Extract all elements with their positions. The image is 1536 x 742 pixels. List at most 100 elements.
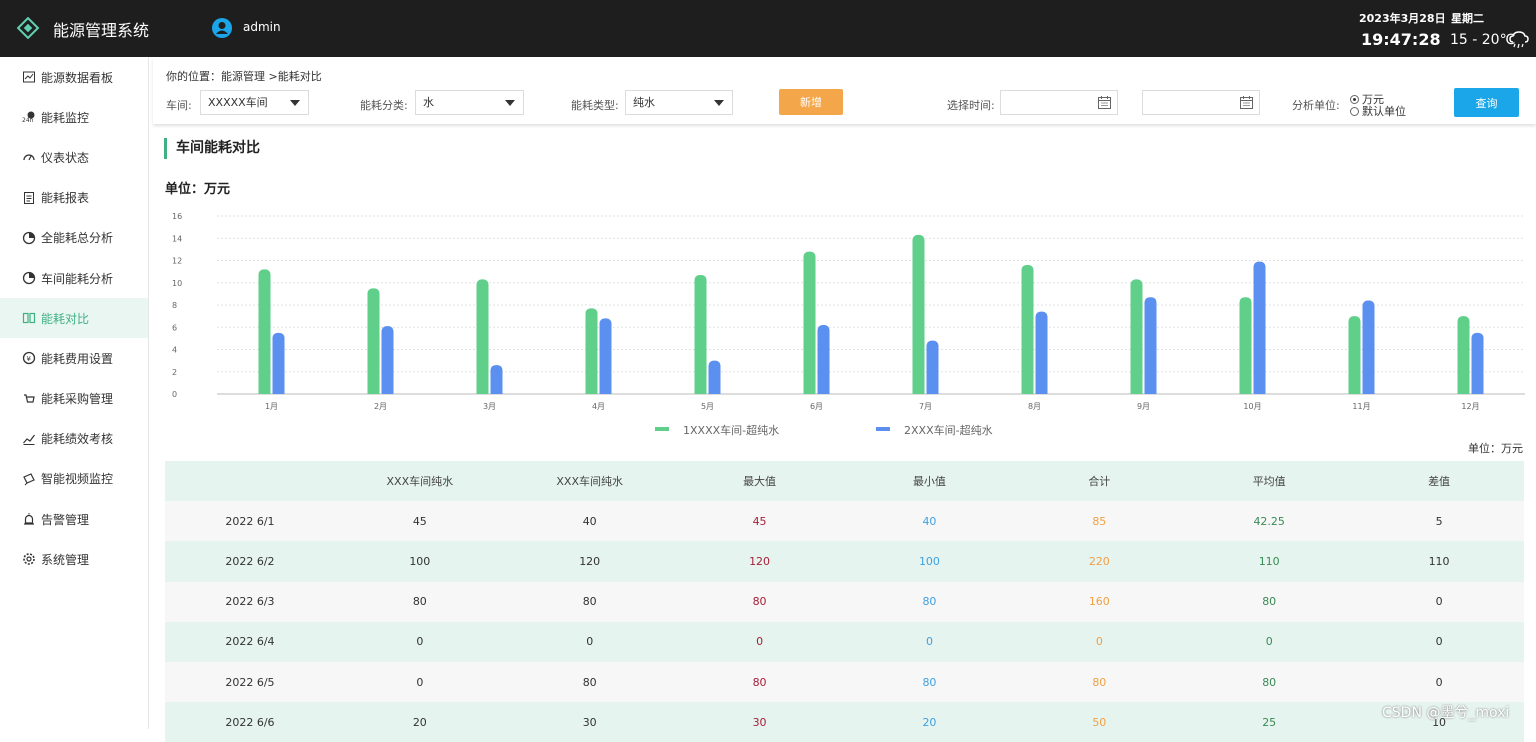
user-name[interactable]: admin — [243, 20, 281, 34]
radio-checked-icon[interactable] — [1350, 94, 1359, 104]
unit-label: 分析单位: — [1292, 99, 1340, 112]
table-cell: 120 — [749, 554, 771, 568]
table-cell: 100 — [918, 554, 940, 568]
breadcrumb: 你的位置：能源管理 >能耗对比 — [166, 70, 322, 83]
gear-icon — [22, 552, 36, 566]
bar-series-2-base — [1471, 337, 1484, 394]
unit-radio-wanyuan[interactable]: 万元 — [1350, 91, 1384, 107]
workshop-label: 车间: — [166, 99, 192, 112]
bar-series-1-base — [803, 256, 816, 394]
table-unit-label: 单位：万元 — [1468, 442, 1523, 455]
sidebar-item-3[interactable]: 能耗报表 — [0, 178, 148, 218]
sidebar-item-label: 能耗报表 — [41, 191, 90, 206]
chart-unit-title: 单位：万元 — [165, 182, 231, 197]
sidebar-item-0[interactable]: 能源数据看板 — [0, 57, 148, 97]
sidebar-item-4[interactable]: 全能耗总分析 — [0, 218, 148, 258]
camera-icon — [22, 472, 36, 486]
table-cell: 80 — [1262, 675, 1277, 689]
sidebar-item-11[interactable]: 告警管理 — [0, 499, 148, 539]
sidebar-item-label: 仪表状态 — [41, 150, 90, 165]
table-cell: 0 — [1095, 635, 1103, 649]
category-select-value: 水 — [423, 96, 434, 109]
x-tick-label: 9月 — [1137, 402, 1150, 411]
query-button[interactable]: 查询 — [1454, 88, 1519, 117]
watermark: CSDN @墨兮_moxi — [1382, 705, 1510, 721]
sidebar-item-1[interactable]: 24h 能耗监控 — [0, 97, 148, 137]
sidebar-item-label: 车间能耗分析 — [41, 271, 114, 286]
table-cell: 20 — [412, 715, 427, 729]
cloud-rain-icon — [1509, 31, 1529, 49]
table-header-cell: 最大值 — [743, 475, 777, 489]
workshop-select[interactable]: XXXXX车间 — [200, 90, 309, 115]
bar-series-2-base — [1144, 302, 1157, 394]
table-cell: 0 — [1435, 595, 1443, 609]
sidebar-item-12[interactable]: 系统管理 — [0, 539, 148, 579]
table-cell: 80 — [752, 675, 767, 689]
chevron-down-icon — [714, 100, 724, 106]
table-cell: 120 — [579, 554, 601, 568]
user-circle-icon[interactable] — [212, 18, 232, 38]
table-cell: 80 — [1262, 595, 1277, 609]
unit-radio-default[interactable]: 默认单位 — [1350, 103, 1406, 119]
table-cell: 0 — [1435, 635, 1443, 649]
table-cell: 45 — [752, 514, 767, 528]
table-row: 2022 6/4 0 0 0 0 0 0 0 — [165, 621, 1524, 662]
sidebar-item-8[interactable]: 能耗采购管理 — [0, 379, 148, 419]
bar-series-2-base — [381, 331, 394, 394]
sidebar-item-10[interactable]: 智能视频监控 — [0, 459, 148, 499]
bar-series-1-base — [1348, 321, 1361, 394]
y-tick-label: 14 — [172, 234, 182, 243]
x-tick-label: 10月 — [1243, 402, 1261, 411]
table-row: 2022 6/5 0 80 80 80 80 80 0 — [165, 661, 1524, 703]
date-display: 2023年3月28日 — [1359, 12, 1446, 25]
bar-series-2-base — [490, 370, 503, 394]
unit-option-1: 万元 — [1362, 93, 1384, 106]
trend-icon — [22, 432, 36, 446]
table-header-cell: XXX车间纯水 — [386, 475, 454, 489]
sidebar-item-5[interactable]: 车间能耗分析 — [0, 258, 148, 298]
end-date-input[interactable] — [1142, 90, 1260, 115]
start-date-input[interactable] — [1000, 90, 1118, 115]
type-select[interactable]: 纯水 — [625, 90, 733, 115]
table-cell: 80 — [582, 595, 597, 609]
purchase-icon — [22, 392, 36, 406]
add-button[interactable]: 新增 — [779, 89, 843, 115]
calendar-icon[interactable] — [1239, 95, 1254, 110]
x-tick-label: 12月 — [1461, 402, 1479, 411]
compare-icon — [22, 311, 36, 325]
table-cell: 85 — [1092, 514, 1107, 528]
cost-icon: ¥ — [22, 351, 36, 365]
category-label: 能耗分类: — [360, 99, 408, 112]
bar-series-2-base — [1035, 316, 1048, 394]
data-table: XXX车间纯水 XXX车间纯水 最大值 最小值 合计 平均值 差值 2022 6/1 45 40 4… — [165, 461, 1524, 742]
sidebar-item-6[interactable]: 能耗对比 — [0, 298, 148, 339]
sidebar-item-9[interactable]: 能耗绩效考核 — [0, 419, 148, 459]
table-header-cell: XXX车间纯水 — [556, 475, 623, 489]
x-tick-label: 7月 — [919, 402, 932, 411]
bar-series-1-base — [912, 239, 925, 394]
sidebar-item-7[interactable]: ¥ 能耗费用设置 — [0, 338, 148, 378]
table-cell: 80 — [752, 595, 767, 609]
table-cell: 45 — [412, 514, 427, 528]
category-select[interactable]: 水 — [415, 90, 524, 115]
legend-label-1: 1XXXX车间-超纯水 — [683, 423, 779, 437]
table-cell: 42.25 — [1253, 514, 1285, 528]
radio-unchecked-icon[interactable] — [1350, 106, 1359, 116]
calendar-icon[interactable] — [1097, 95, 1112, 110]
table-cell: 100 — [409, 554, 431, 568]
sidebar-item-2[interactable]: 仪表状态 — [0, 137, 148, 177]
energy-compare-bar-chart: 0 2 4 6 8 10 12 14 16 1月 2月 3月 4月 5月 6月 7月 8月 9月 10月 11月 12月… — [172, 212, 1525, 437]
app-title: 能源管理系统 — [53, 21, 150, 40]
x-tick-label: 2月 — [374, 402, 387, 411]
table-header-cell: 合计 — [1088, 475, 1111, 489]
y-tick-label: 10 — [172, 279, 182, 288]
y-tick-label: 16 — [172, 212, 182, 221]
bar-series-1-base — [1239, 302, 1252, 394]
table-cell: 110 — [1258, 554, 1280, 568]
x-tick-label: 4月 — [592, 402, 605, 411]
sidebar-item-label: 全能耗总分析 — [41, 231, 114, 246]
sidebar-item-label: 能耗监控 — [41, 110, 90, 125]
y-tick-label: 12 — [172, 257, 182, 266]
sidebar-item-label: 能源数据看板 — [41, 70, 114, 85]
table-cell: 25 — [1262, 715, 1277, 729]
